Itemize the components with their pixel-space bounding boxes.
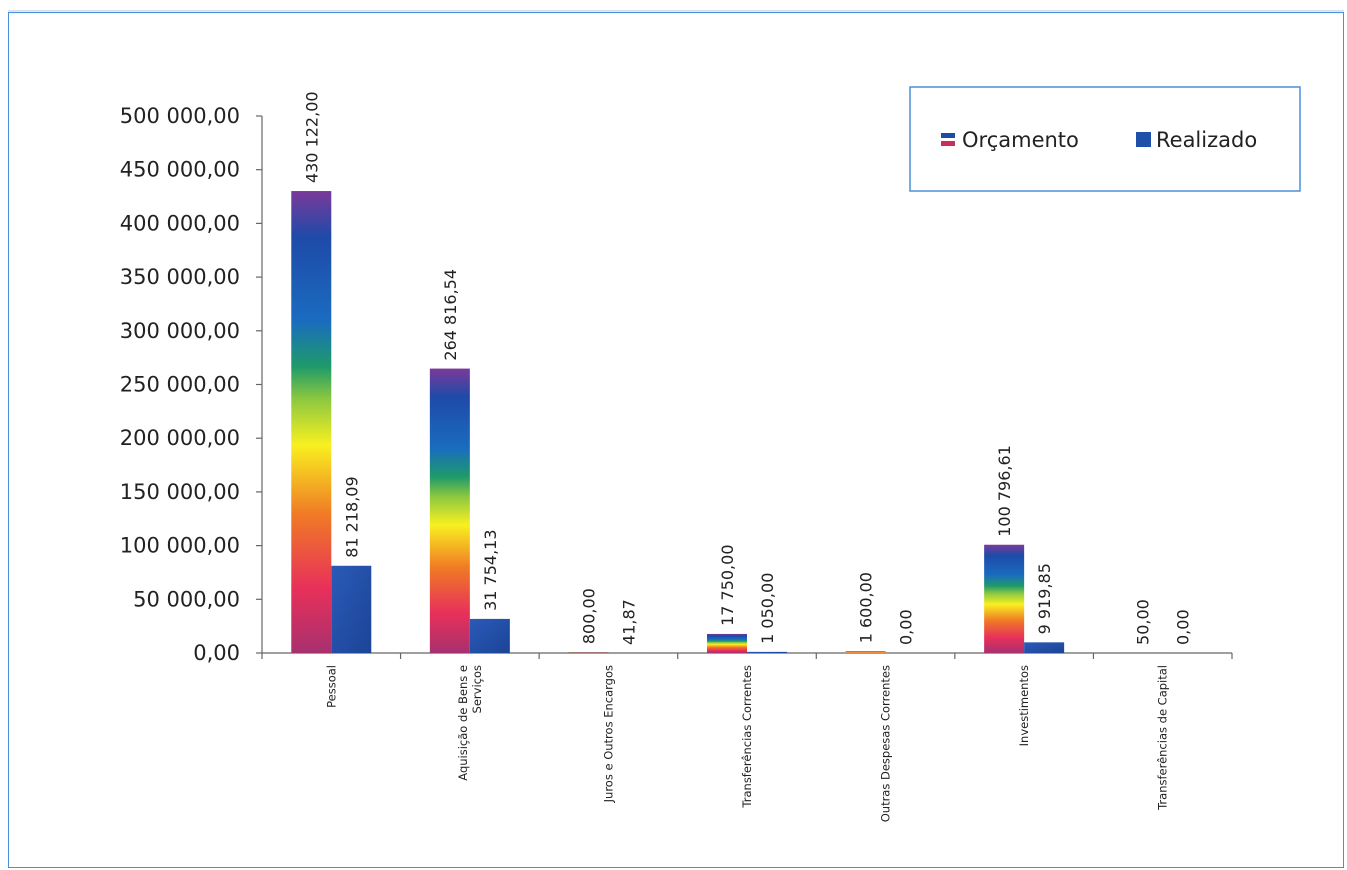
bar-orcamento — [845, 651, 886, 653]
data-label-realizado: 1 050,00 — [758, 573, 777, 644]
data-label-orcamento: 17 750,00 — [718, 544, 737, 625]
legend-item-orcamento: Orçamento — [941, 128, 1079, 152]
x-tick-label: Outras Despesas Correntes — [879, 665, 893, 822]
data-label-realizado: 0,00 — [1174, 609, 1193, 645]
legend-swatch-orcamento-bottom — [941, 141, 955, 146]
bar-realizado — [469, 618, 510, 653]
y-tick-label: 400 000,00 — [120, 211, 240, 235]
legend-label-realizado: Realizado — [1156, 128, 1257, 152]
legend-label-orcamento: Orçamento — [962, 128, 1079, 152]
data-label-realizado: 0,00 — [897, 609, 916, 645]
y-tick-label: 150 000,00 — [120, 480, 240, 504]
y-tick-label: 350 000,00 — [120, 265, 240, 289]
y-tick-label: 300 000,00 — [120, 319, 240, 343]
bar-orcamento — [568, 652, 609, 653]
data-label-orcamento: 430 122,00 — [302, 91, 321, 183]
y-tick-label: 0,00 — [193, 641, 240, 665]
chart-frame — [8, 12, 1344, 868]
data-label-realizado: 41,87 — [619, 599, 638, 645]
legend-item-realizado: Realizado — [1136, 128, 1257, 152]
data-label-realizado: 9 919,85 — [1035, 563, 1054, 634]
y-tick-label: 250 000,00 — [120, 373, 240, 397]
x-axis: Pessoal Aquisição de Bens e Serviços Juros … — [261, 652, 1233, 822]
data-label-orcamento: 50,00 — [1134, 599, 1153, 645]
data-label-orcamento: 1 600,00 — [857, 572, 876, 643]
x-tick-label-line: Outras Despesas Correntes — [879, 665, 893, 822]
x-tick-label-line: Pessoal — [324, 665, 338, 708]
data-labels: 430 122,00 81 218,09 264 816,54 31 754,13 80… — [302, 91, 1192, 645]
bars — [291, 191, 1163, 654]
legend-swatch-realizado — [1136, 132, 1151, 147]
x-tick-label-line: Transferências de Capital — [1156, 665, 1170, 811]
x-tick-label-line: Transferências Correntes — [740, 665, 754, 809]
y-tick-label: 100 000,00 — [120, 534, 240, 558]
bar-realizado — [747, 651, 787, 653]
x-tick-label: Juros e Outros Encargos — [601, 665, 615, 803]
x-tick-label-line: Juros e Outros Encargos — [601, 665, 615, 803]
legend: Orçamento Realizado — [909, 86, 1301, 192]
x-tick-label: Pessoal — [324, 665, 338, 708]
data-label-realizado: 31 754,13 — [481, 529, 500, 610]
x-tick-label-line: Aquisição de Bens e — [456, 665, 470, 781]
y-tick-label: 450 000,00 — [120, 158, 240, 182]
y-tick-label: 500 000,00 — [120, 104, 240, 128]
data-label-orcamento: 800,00 — [579, 588, 598, 644]
x-tick-label-line: Serviços — [470, 665, 484, 713]
y-axis: 0,00 50 000,00 100 000,00 150 000,00 200 000… — [120, 104, 263, 665]
y-tick-label: 50 000,00 — [133, 587, 240, 611]
x-tick-label: Investimentos — [1017, 665, 1031, 746]
x-tick-label: Aquisição de Bens e Serviços — [456, 665, 484, 781]
data-label-orcamento: 100 796,61 — [995, 445, 1014, 537]
data-label-realizado: 81 218,09 — [342, 476, 361, 557]
data-label-orcamento: 264 816,54 — [441, 269, 460, 361]
bar-orcamento — [707, 633, 747, 653]
x-tick-label: Transferências Correntes — [740, 665, 754, 809]
bar-realizado — [331, 565, 372, 653]
legend-box — [909, 86, 1301, 192]
bar-orcamento — [984, 544, 1025, 653]
bar-orcamento — [429, 368, 470, 653]
legend-swatch-orcamento-top — [941, 133, 955, 138]
x-tick-label: Transferências de Capital — [1156, 665, 1170, 811]
x-tick-label-line: Investimentos — [1017, 665, 1031, 746]
bar-realizado — [1024, 642, 1065, 653]
bar-orcamento — [291, 191, 332, 654]
y-tick-label: 200 000,00 — [120, 426, 240, 450]
